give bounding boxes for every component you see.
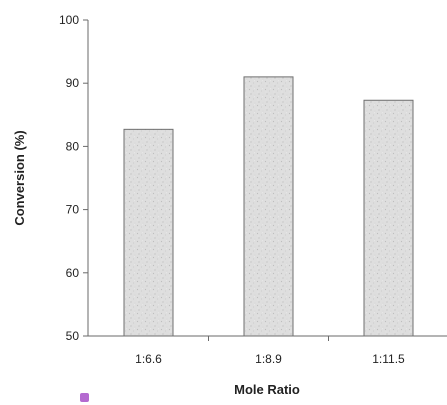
y-tick-label: 90 (66, 76, 80, 90)
bar (123, 128, 174, 337)
x-axis-ticks: 1:6.6 1:8.9 1:11.5 (135, 336, 405, 366)
x-tick-label: 1:6.6 (135, 352, 162, 366)
x-tick-label: 1:8.9 (255, 352, 282, 366)
bar (363, 99, 414, 337)
y-tick-label: 50 (66, 329, 80, 343)
y-axis-title: Conversion (%) (12, 130, 27, 225)
y-tick-label: 80 (66, 139, 80, 153)
bar-series (123, 76, 414, 337)
y-tick-label: 100 (59, 13, 79, 27)
y-tick-label: 60 (66, 266, 80, 280)
y-axis-ticks: 50 60 70 80 90 100 (59, 13, 88, 343)
corner-marker (80, 393, 89, 402)
x-axis-title: Mole Ratio (234, 382, 300, 397)
y-tick-label: 70 (66, 203, 80, 217)
bar (243, 76, 294, 337)
x-tick-label: 1:11.5 (372, 352, 405, 366)
